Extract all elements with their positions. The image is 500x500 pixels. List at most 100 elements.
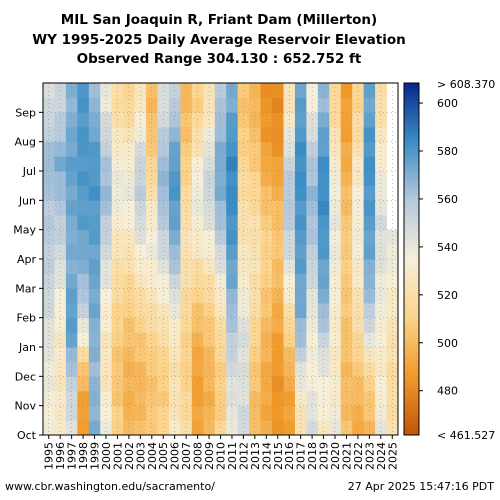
cell-2011-13 bbox=[226, 229, 239, 245]
cell-1998-14 bbox=[77, 215, 90, 231]
cell-2018-23 bbox=[306, 83, 319, 99]
cell-2023-5 bbox=[363, 347, 376, 363]
colorbar-ticks: 480 500 520 540 560 580 600 bbox=[419, 97, 458, 398]
y-tick-label-jan: Jan bbox=[18, 341, 36, 354]
x-tick-label-2009: 2009 bbox=[203, 442, 216, 470]
cell-2022-11 bbox=[352, 259, 365, 275]
cell-2011-4 bbox=[226, 361, 239, 377]
cell-2022-4 bbox=[352, 361, 365, 377]
cell-2016-20 bbox=[283, 127, 296, 143]
cell-2008-2 bbox=[191, 391, 204, 407]
cell-2020-19 bbox=[329, 141, 342, 157]
cell-1996-13 bbox=[54, 229, 67, 245]
cell-2019-17 bbox=[317, 171, 330, 187]
cell-2012-11 bbox=[237, 259, 250, 275]
cell-2023-14 bbox=[363, 215, 376, 231]
cell-2016-22 bbox=[283, 97, 296, 113]
cell-2001-13 bbox=[111, 229, 124, 245]
cell-2021-20 bbox=[340, 127, 353, 143]
cell-1999-2 bbox=[88, 391, 101, 407]
cell-2020-22 bbox=[329, 97, 342, 113]
cell-2008-16 bbox=[191, 185, 204, 201]
cell-2008-10 bbox=[191, 273, 204, 289]
cell-2019-11 bbox=[317, 259, 330, 275]
cell-2010-11 bbox=[214, 259, 227, 275]
y-tick-label-apr: Apr bbox=[17, 253, 37, 266]
cell-2024-19 bbox=[375, 141, 387, 157]
cell-2021-17 bbox=[340, 171, 353, 187]
cell-1998-13 bbox=[77, 229, 90, 245]
cell-2003-22 bbox=[134, 97, 147, 113]
cell-2020-23 bbox=[329, 83, 342, 99]
cell-2004-20 bbox=[146, 127, 158, 143]
cell-1999-11 bbox=[88, 259, 101, 275]
cell-2021-19 bbox=[340, 141, 353, 157]
x-tick-label-2002: 2002 bbox=[123, 442, 136, 470]
cell-2009-20 bbox=[203, 127, 216, 143]
cell-2006-1 bbox=[168, 405, 181, 421]
cell-1998-22 bbox=[77, 97, 90, 113]
cell-2014-13 bbox=[260, 229, 273, 245]
y-tick-label-oct: Oct bbox=[17, 429, 37, 442]
cell-2022-5 bbox=[352, 347, 365, 363]
cell-2010-10 bbox=[214, 273, 227, 289]
x-axis: 1995199619971998199920002001200220032004… bbox=[43, 435, 399, 470]
cell-2002-20 bbox=[123, 127, 136, 143]
cell-1998-8 bbox=[77, 303, 90, 319]
cell-1997-11 bbox=[65, 259, 78, 275]
cell-2014-1 bbox=[260, 405, 273, 421]
cell-2016-16 bbox=[283, 185, 296, 201]
cell-2021-23 bbox=[340, 83, 353, 99]
cell-2017-16 bbox=[294, 185, 307, 201]
cell-2001-17 bbox=[111, 171, 124, 187]
cell-2003-19 bbox=[134, 141, 147, 157]
cell-2021-5 bbox=[340, 347, 353, 363]
cell-2021-7 bbox=[340, 317, 353, 333]
chart-title-line-1: MIL San Joaquin R, Friant Dam (Millerton… bbox=[61, 12, 377, 28]
cell-2009-8 bbox=[203, 303, 216, 319]
colorbar-tick-label-540: 540 bbox=[437, 241, 458, 254]
cell-2001-11 bbox=[111, 259, 124, 275]
cell-2006-23 bbox=[168, 83, 181, 99]
cell-2000-14 bbox=[100, 215, 113, 231]
cell-2023-1 bbox=[363, 405, 376, 421]
cell-2003-10 bbox=[134, 273, 147, 289]
cell-2000-10 bbox=[100, 273, 113, 289]
cell-1996-17 bbox=[54, 171, 67, 187]
cell-2010-7 bbox=[214, 317, 227, 333]
cell-2002-1 bbox=[123, 405, 136, 421]
cell-2022-10 bbox=[352, 273, 365, 289]
x-tick-label-2014: 2014 bbox=[260, 442, 273, 470]
cell-2016-10 bbox=[283, 273, 296, 289]
cell-2002-4 bbox=[123, 361, 136, 377]
cell-1999-5 bbox=[88, 347, 101, 363]
x-tick-label-2025: 2025 bbox=[386, 442, 399, 470]
x-tick-label-2022: 2022 bbox=[352, 442, 365, 470]
cell-2013-23 bbox=[249, 83, 261, 99]
cell-2021-22 bbox=[340, 97, 353, 113]
cell-2022-8 bbox=[352, 303, 365, 319]
cell-2009-1 bbox=[203, 405, 216, 421]
cell-2018-8 bbox=[306, 303, 319, 319]
cell-2011-22 bbox=[226, 97, 239, 113]
cell-2005-23 bbox=[157, 83, 170, 99]
cell-2009-22 bbox=[203, 97, 216, 113]
cell-2001-1 bbox=[111, 405, 124, 421]
cell-2002-14 bbox=[123, 215, 136, 231]
cell-2011-7 bbox=[226, 317, 239, 333]
cell-1995-19 bbox=[43, 141, 55, 157]
cell-2021-1 bbox=[340, 405, 353, 421]
cell-2015-19 bbox=[272, 141, 284, 157]
cell-2007-10 bbox=[180, 273, 193, 289]
cell-1999-22 bbox=[88, 97, 101, 113]
x-tick-label-2021: 2021 bbox=[340, 442, 353, 470]
x-tick-label-2015: 2015 bbox=[272, 442, 285, 470]
cell-2023-16 bbox=[363, 185, 376, 201]
cell-2008-7 bbox=[191, 317, 204, 333]
cell-2003-8 bbox=[134, 303, 147, 319]
cell-2005-19 bbox=[157, 141, 170, 157]
cell-2006-2 bbox=[168, 391, 181, 407]
x-tick-label-1997: 1997 bbox=[66, 442, 79, 470]
cell-2021-11 bbox=[340, 259, 353, 275]
cell-2015-11 bbox=[272, 259, 284, 275]
